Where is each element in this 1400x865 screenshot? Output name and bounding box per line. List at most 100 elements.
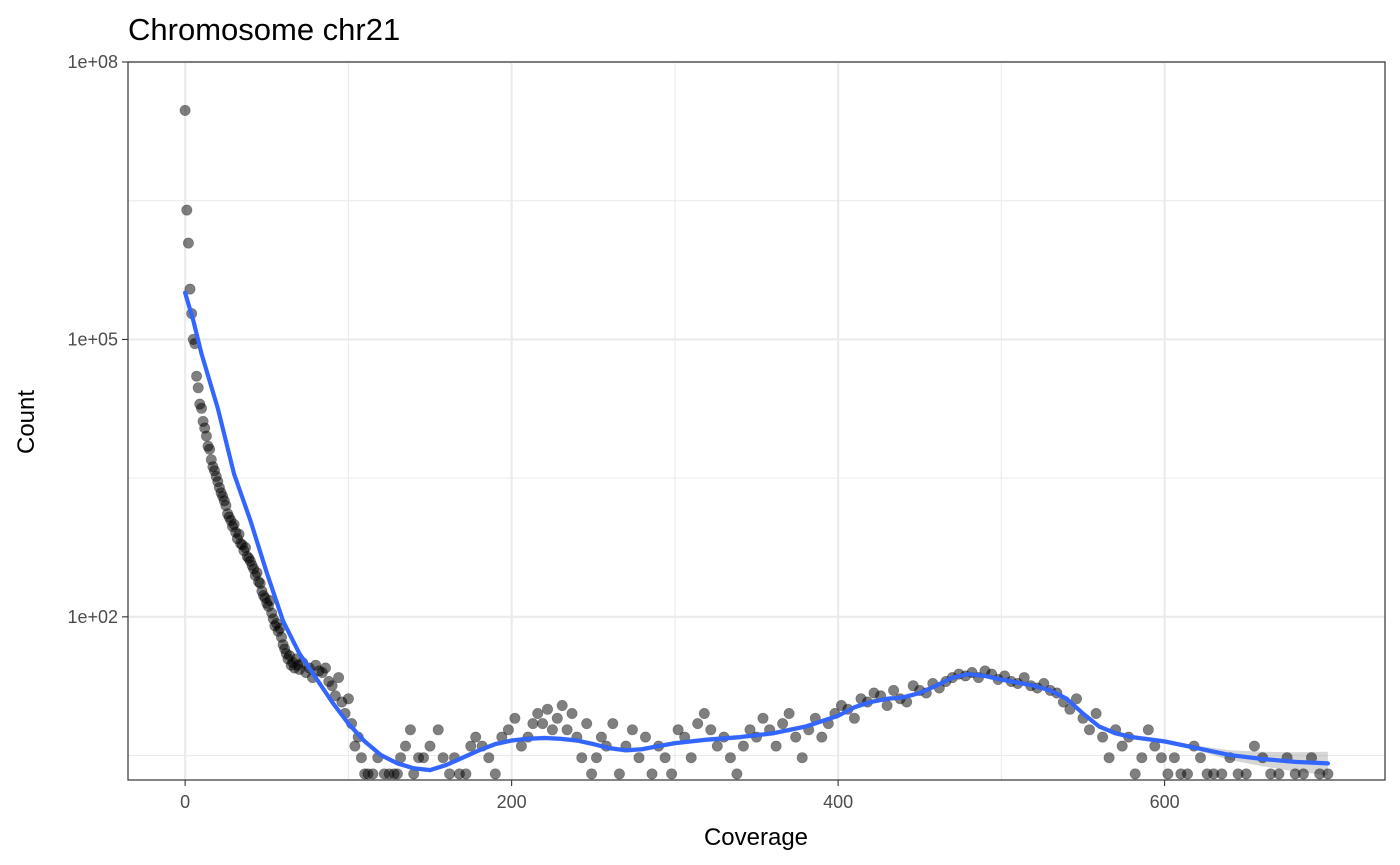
data-point: [489, 768, 501, 780]
data-point: [179, 104, 191, 116]
data-point: [639, 731, 651, 743]
smooth-line: [183, 290, 1330, 773]
data-point: [576, 752, 588, 764]
data-point: [502, 724, 514, 736]
data-point: [1129, 768, 1141, 780]
panel-border: [127, 61, 1386, 781]
data-point: [561, 724, 573, 736]
data-point: [182, 237, 194, 249]
smooth-line-group: [183, 290, 1330, 773]
data-point: [816, 731, 828, 743]
data-point: [437, 752, 449, 764]
data-point: [537, 718, 549, 730]
data-point: [790, 731, 802, 743]
data-point: [711, 740, 723, 752]
data-point: [1142, 724, 1154, 736]
data-point: [881, 699, 893, 711]
data-point: [527, 718, 539, 730]
data-point: [770, 740, 782, 752]
data-point: [551, 712, 563, 724]
data-point: [191, 370, 203, 382]
data-point: [444, 768, 456, 780]
data-point: [1195, 752, 1207, 764]
y-axis-title: Count: [13, 390, 40, 454]
data-point: [626, 724, 638, 736]
data-point: [326, 680, 338, 692]
data-point: [672, 724, 684, 736]
data-point: [432, 724, 444, 736]
x-tick-label: 0: [180, 792, 190, 812]
data-point: [666, 768, 678, 780]
data-point: [541, 703, 553, 715]
data-point: [367, 768, 379, 780]
data-point: [646, 768, 658, 780]
data-point: [391, 768, 403, 780]
data-point: [399, 740, 411, 752]
data-point: [1090, 707, 1102, 719]
data-point: [342, 693, 354, 705]
confidence-band-area: [185, 290, 1328, 776]
data-point: [196, 402, 208, 414]
y-tick-label: 1e+02: [67, 607, 118, 627]
data-point: [333, 672, 345, 684]
data-point: [404, 724, 416, 736]
chart-title: Chromosome chr21: [128, 12, 400, 47]
data-point: [1182, 768, 1194, 780]
data-point: [777, 718, 789, 730]
data-point: [705, 724, 717, 736]
data-point: [483, 752, 495, 764]
data-point: [181, 204, 193, 216]
data-point: [546, 724, 558, 736]
data-point: [796, 752, 808, 764]
data-point: [1248, 740, 1260, 752]
data-point: [1103, 752, 1115, 764]
data-point: [1297, 768, 1309, 780]
data-point: [586, 768, 598, 780]
y-tick-label: 1e+08: [67, 52, 118, 72]
data-point: [1216, 768, 1228, 780]
data-point: [460, 768, 472, 780]
data-point: [200, 430, 212, 442]
y-tick-label: 1e+05: [67, 329, 118, 349]
data-point: [783, 707, 795, 719]
data-point: [1155, 752, 1167, 764]
data-point: [659, 752, 671, 764]
data-point: [465, 740, 477, 752]
data-point: [192, 382, 204, 394]
data-point: [848, 712, 860, 724]
data-point: [566, 707, 578, 719]
data-points: [179, 104, 1334, 780]
data-point: [1116, 740, 1128, 752]
data-point: [692, 718, 704, 730]
data-point: [633, 752, 645, 764]
data-point: [1273, 768, 1285, 780]
confidence-band: [185, 290, 1328, 776]
x-tick-label: 400: [823, 792, 853, 812]
data-point: [424, 740, 436, 752]
x-tick-label: 200: [497, 792, 527, 812]
data-point: [1097, 731, 1109, 743]
data-point: [1162, 768, 1174, 780]
data-point: [417, 752, 429, 764]
data-point: [1136, 752, 1148, 764]
data-point: [731, 768, 743, 780]
data-point: [698, 707, 710, 719]
data-point: [613, 768, 625, 780]
axes: 0 200 400 600 1e+02 1e+05 1e+08: [67, 52, 1179, 812]
data-point: [1084, 724, 1096, 736]
data-point: [532, 707, 544, 719]
data-point: [724, 752, 736, 764]
data-point: [1071, 693, 1083, 705]
data-point: [355, 752, 367, 764]
data-point: [1322, 768, 1334, 780]
data-point: [590, 752, 602, 764]
data-point: [470, 731, 482, 743]
data-point: [737, 740, 749, 752]
data-point: [319, 662, 331, 674]
data-point: [685, 752, 697, 764]
data-point: [204, 443, 216, 455]
data-point: [607, 718, 619, 730]
data-point: [1240, 768, 1252, 780]
